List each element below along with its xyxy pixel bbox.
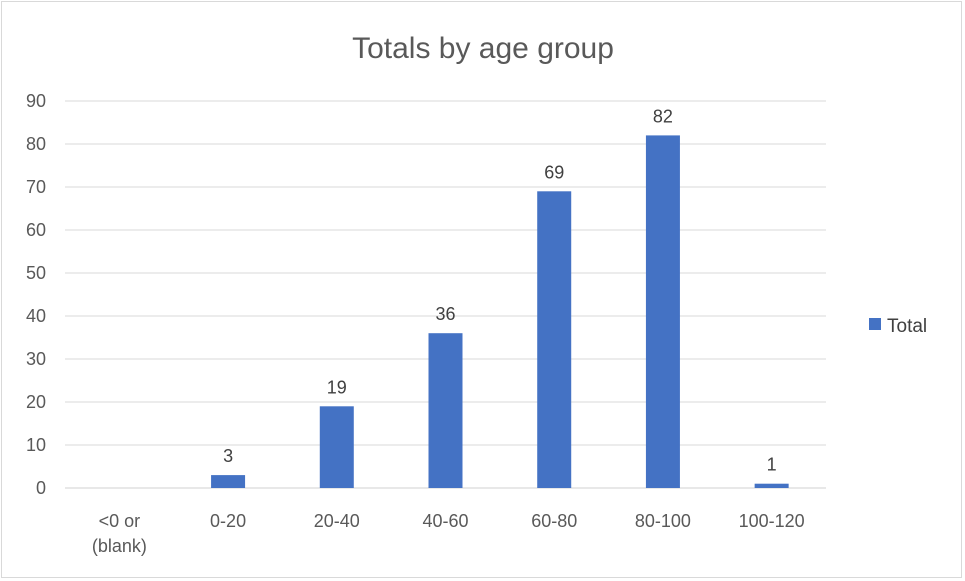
- y-tick-label: 60: [26, 220, 46, 240]
- data-label: 1: [767, 455, 777, 475]
- bar: [645, 135, 680, 488]
- data-label: 19: [327, 377, 347, 397]
- y-tick-label: 70: [26, 177, 46, 197]
- x-tick-label: (blank): [92, 536, 147, 556]
- x-tick-label: 100-120: [739, 511, 805, 531]
- bar: [537, 191, 572, 489]
- legend-swatch: [869, 318, 881, 330]
- bar: [428, 333, 463, 488]
- x-tick-label: 80-100: [635, 511, 691, 531]
- bars: [211, 135, 789, 489]
- bar: [319, 406, 354, 488]
- bar: [211, 475, 246, 488]
- y-tick-label: 50: [26, 263, 46, 283]
- y-tick-label: 10: [26, 435, 46, 455]
- y-tick-label: 20: [26, 392, 46, 412]
- gridlines: [65, 100, 826, 489]
- data-labels: 3 19 36 69 82 1: [223, 106, 777, 474]
- x-tick-label: 40-60: [422, 511, 468, 531]
- y-tick-label: 40: [26, 306, 46, 326]
- chart-title: Totals by age group: [352, 32, 614, 65]
- x-axis-labels: <0 or (blank) 0-20 20-40 40-60 60-80 80-100 100…: [92, 511, 805, 556]
- data-label: 3: [223, 446, 233, 466]
- data-label: 69: [544, 162, 564, 182]
- x-tick-label: 60-80: [531, 511, 577, 531]
- x-tick-label: 20-40: [314, 511, 360, 531]
- data-label: 82: [653, 106, 673, 126]
- y-tick-label: 0: [36, 478, 46, 498]
- y-tick-label: 80: [26, 134, 46, 154]
- x-tick-label: 0-20: [210, 511, 246, 531]
- y-axis-labels: 0 10 20 30 40 50 60 70 80 90: [26, 91, 46, 498]
- data-label: 36: [435, 304, 455, 324]
- bar: [754, 483, 789, 488]
- legend-label-total: Total: [887, 316, 927, 337]
- x-tick-label: <0 or: [99, 511, 141, 531]
- y-tick-label: 30: [26, 349, 46, 369]
- legend: Total: [869, 316, 927, 337]
- y-tick-label: 90: [26, 91, 46, 111]
